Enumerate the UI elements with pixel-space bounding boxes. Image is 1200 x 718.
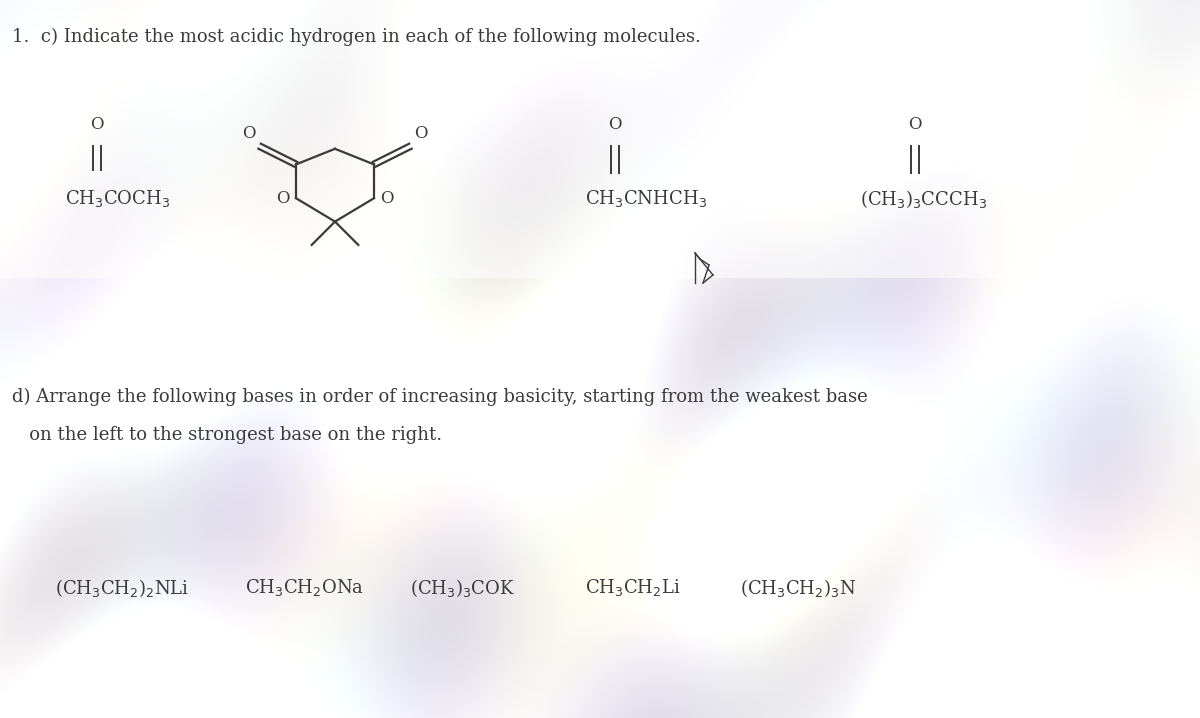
Text: CH$_3$CH$_2$ONa: CH$_3$CH$_2$ONa (245, 577, 364, 599)
Text: CH$_3$CNHCH$_3$: CH$_3$CNHCH$_3$ (586, 188, 707, 209)
Text: on the left to the strongest base on the right.: on the left to the strongest base on the… (12, 426, 442, 444)
Text: O: O (276, 190, 290, 207)
Text: CH$_3$COCH$_3$: CH$_3$COCH$_3$ (65, 188, 170, 209)
Bar (0, 0, 1200, 278)
Text: O: O (90, 116, 103, 133)
Text: (CH$_3$CH$_2$)$_2$NLi: (CH$_3$CH$_2$)$_2$NLi (55, 577, 190, 599)
Text: O: O (908, 116, 922, 133)
Text: O: O (414, 125, 428, 142)
Text: (CH$_3$CH$_2$)$_3$N: (CH$_3$CH$_2$)$_3$N (740, 577, 856, 599)
Text: O: O (242, 125, 256, 142)
Text: d) Arrange the following bases in order of increasing basicity, starting from th: d) Arrange the following bases in order … (12, 388, 868, 406)
Text: (CH$_3$)$_3$CCCH$_3$: (CH$_3$)$_3$CCCH$_3$ (860, 188, 988, 210)
Text: CH$_3$CH$_2$Li: CH$_3$CH$_2$Li (586, 577, 680, 599)
Text: O: O (608, 116, 622, 133)
Text: 1.  c) Indicate the most acidic hydrogen in each of the following molecules.: 1. c) Indicate the most acidic hydrogen … (12, 28, 701, 46)
Text: (CH$_3$)$_3$COK: (CH$_3$)$_3$COK (410, 577, 515, 599)
Text: O: O (380, 190, 394, 207)
